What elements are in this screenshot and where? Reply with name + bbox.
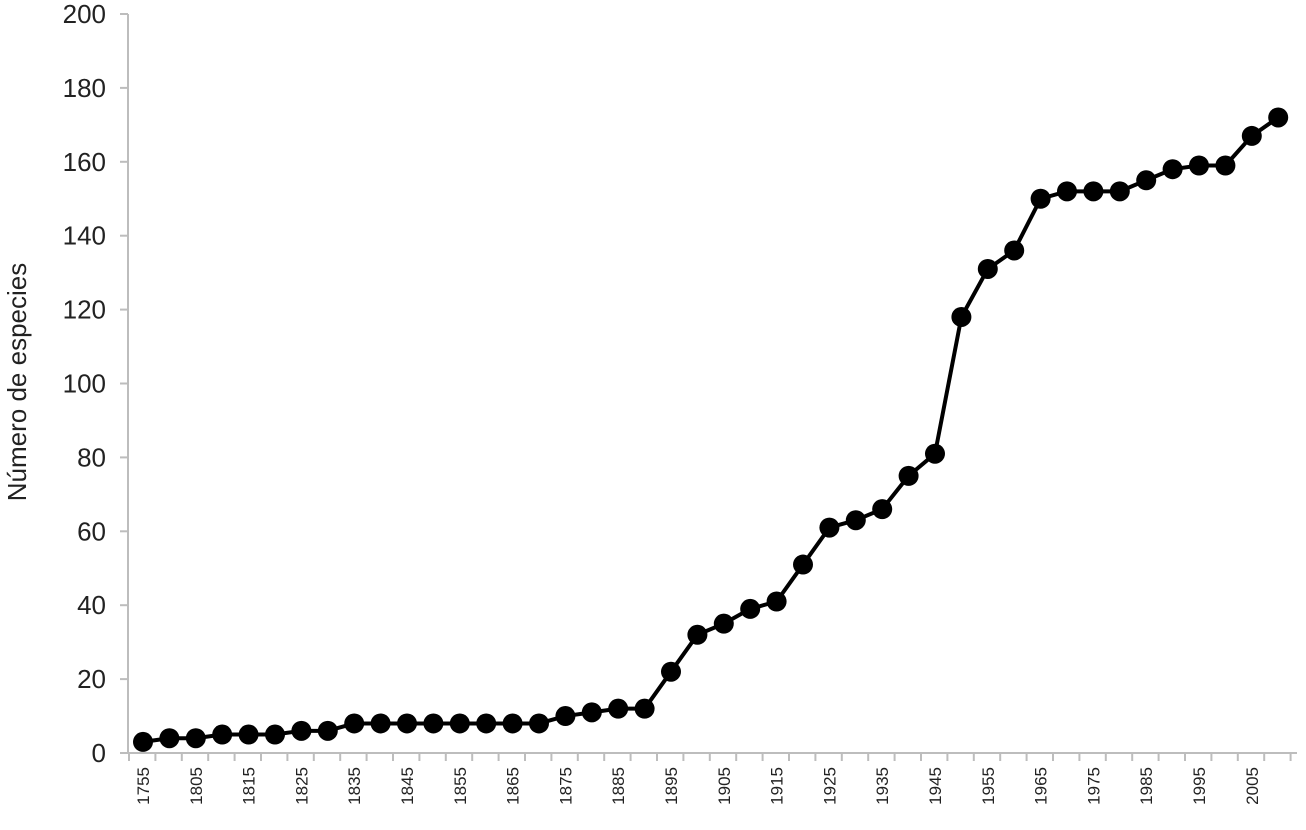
data-point <box>1109 181 1130 202</box>
series-polyline <box>142 115 1280 744</box>
data-point <box>1268 107 1289 128</box>
y-tick-label: 140 <box>63 221 106 251</box>
data-point <box>397 713 417 734</box>
data-point <box>1083 181 1104 202</box>
y-tick-label: 100 <box>63 369 106 399</box>
data-point <box>1215 155 1236 176</box>
data-point <box>1189 155 1209 176</box>
data-point <box>872 499 893 520</box>
data-point <box>898 465 919 486</box>
data-point <box>344 713 365 734</box>
y-tick-label: 60 <box>77 516 106 546</box>
data-point <box>1004 240 1025 261</box>
data-point <box>449 713 470 734</box>
data-point <box>661 661 681 682</box>
x-tick-label: 1905 <box>715 767 734 805</box>
x-tick-label: 1815 <box>240 767 259 805</box>
data-point <box>634 698 655 719</box>
data-point <box>687 624 708 645</box>
data-point <box>819 517 840 538</box>
data-point <box>1162 159 1183 180</box>
x-tick-label: 1755 <box>134 767 153 805</box>
x-tick-label: 1825 <box>292 767 311 805</box>
x-tick-label: 1835 <box>345 767 364 805</box>
data-point <box>977 258 998 279</box>
x-tick-label: 1865 <box>504 767 523 805</box>
data-point <box>925 443 945 464</box>
data-point <box>476 713 497 734</box>
data-point <box>951 306 972 327</box>
x-tick-label: 1925 <box>820 767 839 805</box>
x-tick-label: 2005 <box>1243 767 1262 805</box>
data-point <box>291 720 312 741</box>
x-tick-label: 1895 <box>662 767 681 805</box>
x-tick-label: 1935 <box>873 767 892 805</box>
data-point <box>238 724 259 745</box>
data-point <box>1030 188 1051 209</box>
y-tick-label: 120 <box>63 295 106 325</box>
x-tick-label: 1805 <box>187 767 206 805</box>
data-point <box>317 720 338 741</box>
x-tick-label: 1985 <box>1137 767 1156 805</box>
data-point <box>555 706 576 727</box>
series-line <box>142 115 1280 744</box>
x-tick-label: 1975 <box>1084 767 1103 805</box>
y-tick-label: 160 <box>63 147 106 177</box>
data-point <box>740 598 761 619</box>
x-tick-label: 1995 <box>1190 767 1209 805</box>
data-point <box>502 713 523 734</box>
data-point <box>159 728 180 749</box>
data-point <box>265 724 285 745</box>
y-tick-label: 40 <box>77 590 106 620</box>
data-point <box>1057 181 1077 202</box>
y-tick-label: 0 <box>92 738 106 768</box>
x-tick-label: 1915 <box>768 767 787 805</box>
y-tick-label: 180 <box>63 73 106 103</box>
data-point <box>185 728 206 749</box>
x-tick-label: 1845 <box>398 767 417 805</box>
x-tick-label: 1875 <box>556 767 575 805</box>
y-tick-label: 80 <box>77 442 106 472</box>
data-point <box>845 510 866 531</box>
data-point <box>423 713 444 734</box>
data-point <box>1241 125 1262 146</box>
y-tick-label: 20 <box>77 664 106 694</box>
x-tick-label: 1855 <box>451 767 470 805</box>
x-axis: 1755 1805 1815 1825 1835 1845 1855 1865 1875 1885… <box>128 752 1297 805</box>
data-point <box>370 713 391 734</box>
data-point <box>713 613 734 634</box>
y-axis-title: Número de especies <box>2 263 32 501</box>
x-tick-label: 1885 <box>609 767 628 805</box>
data-point <box>608 698 629 719</box>
x-tick-label: 1955 <box>979 767 998 805</box>
data-point <box>133 731 153 752</box>
x-tick-label: 1945 <box>926 767 945 805</box>
data-point <box>212 724 233 745</box>
data-point <box>529 713 549 734</box>
data-points <box>133 107 1289 752</box>
y-tick-label: 200 <box>63 0 106 29</box>
x-tick-label: 1965 <box>1032 767 1051 805</box>
data-point <box>766 591 787 612</box>
data-point <box>581 702 602 723</box>
data-point <box>1136 170 1157 191</box>
data-point <box>793 554 813 575</box>
y-axis: 0 20 40 60 80 100 120 140 160 180 200 <box>63 0 129 768</box>
